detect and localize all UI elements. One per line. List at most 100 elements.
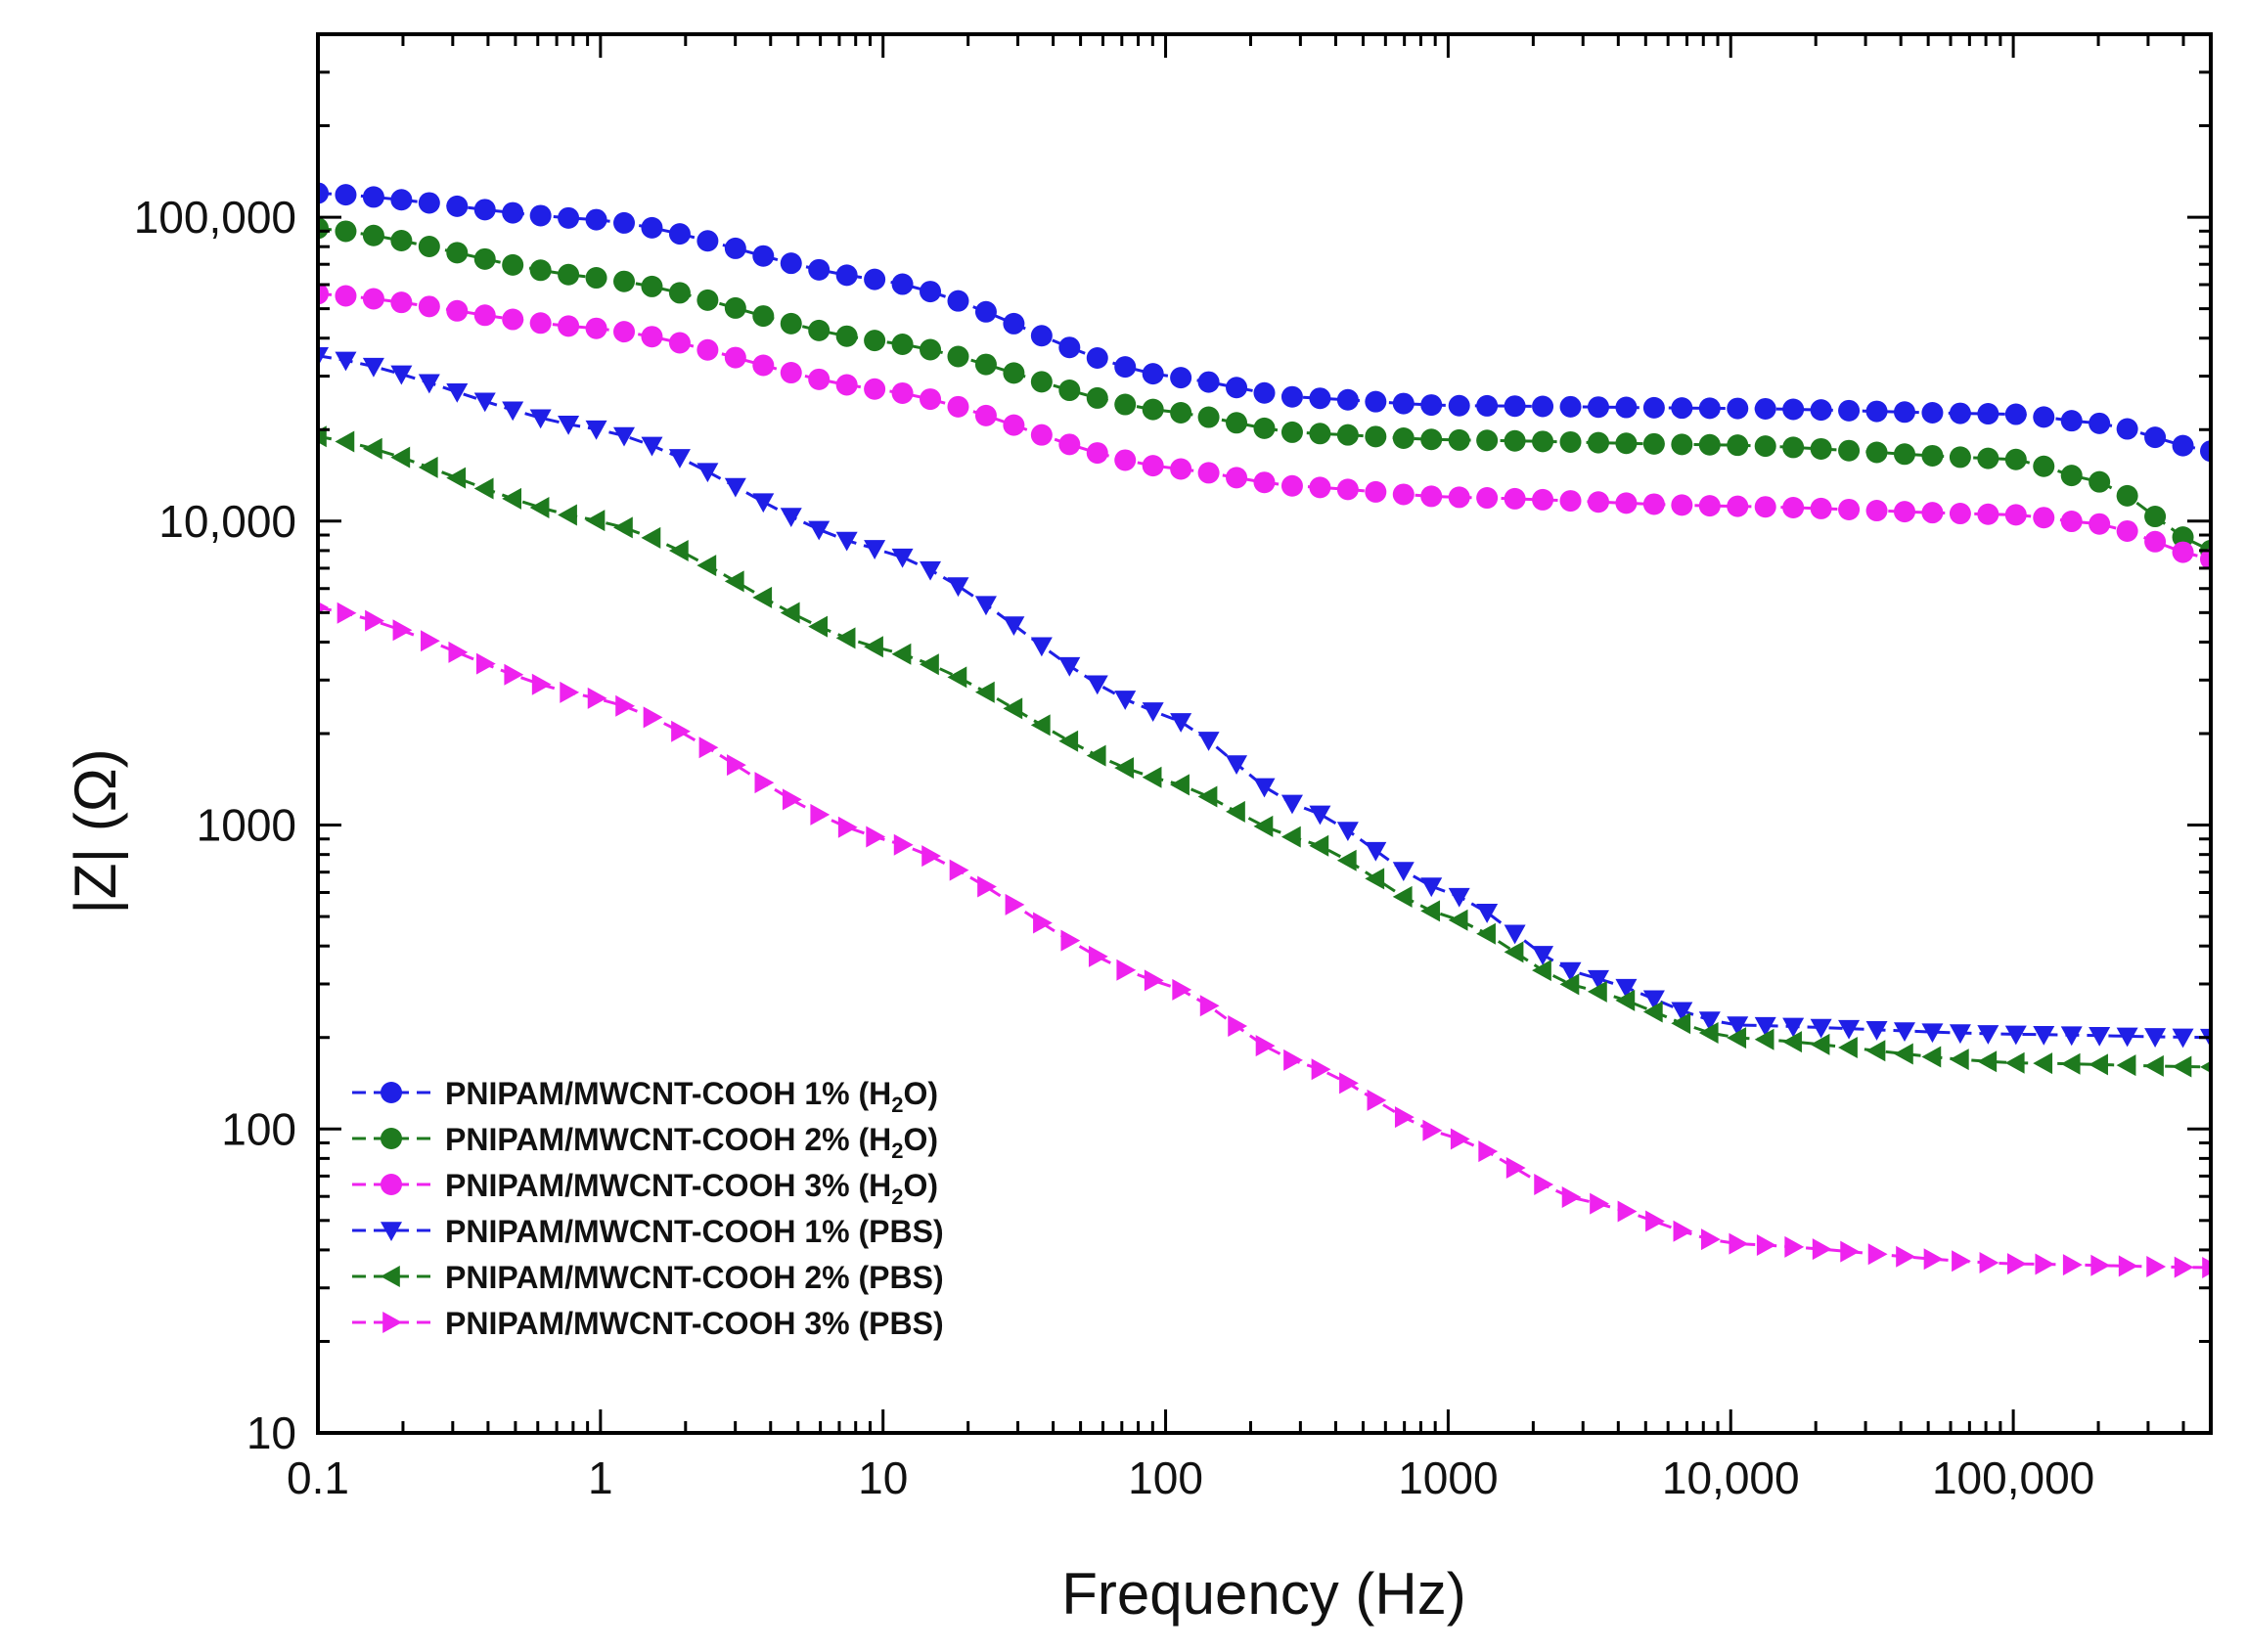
x-tick-label: 100,000 <box>1932 1452 2094 1503</box>
data-point <box>1392 426 1415 449</box>
data-point <box>1671 1002 1693 1022</box>
legend-label: PNIPAM/MWCNT-COOH 1% (H2O) <box>445 1076 938 1117</box>
data-point <box>671 720 691 742</box>
y-tick-label: 100,000 <box>134 192 296 243</box>
data-point <box>1867 1243 1888 1266</box>
data-point <box>1977 1025 1999 1045</box>
data-point <box>1420 394 1443 417</box>
data-point <box>1534 1174 1554 1196</box>
legend-item-1: PNIPAM/MWCNT-COOH 1% (H2O) <box>352 1076 938 1117</box>
data-point <box>1114 691 1137 710</box>
data-point <box>1671 494 1693 516</box>
data-point <box>392 619 413 642</box>
data-point <box>1921 444 1944 467</box>
data-point <box>1003 616 1025 637</box>
data-point <box>502 308 524 331</box>
data-point <box>1365 868 1385 890</box>
data-point <box>835 374 858 396</box>
data-point <box>1532 430 1554 453</box>
data-point <box>891 273 914 295</box>
data-point <box>1949 1049 1969 1071</box>
data-point <box>1698 1011 1721 1032</box>
data-point <box>1893 443 1915 466</box>
data-point <box>724 570 744 593</box>
data-point <box>864 636 883 658</box>
x-tick-label: 1000 <box>1398 1452 1498 1503</box>
legend-marker <box>381 1266 400 1287</box>
data-point <box>1893 1022 1915 1043</box>
data-point <box>1587 431 1609 454</box>
data-point <box>864 378 886 400</box>
series-6 <box>318 601 2211 1278</box>
data-point <box>335 430 355 453</box>
data-point <box>502 401 524 422</box>
data-point <box>2172 541 2194 563</box>
data-point <box>473 199 496 221</box>
data-point <box>1086 346 1108 369</box>
data-point <box>780 602 800 624</box>
data-point <box>1114 393 1137 416</box>
legend-marker <box>381 1174 402 1195</box>
data-point <box>318 217 329 240</box>
data-point <box>1754 397 1776 420</box>
data-point <box>1114 356 1137 379</box>
data-point <box>1197 732 1220 751</box>
data-point <box>1865 400 1888 423</box>
y-tick-label: 10 <box>247 1407 296 1458</box>
x-axis-title: Frequency (Hz) <box>1061 1561 1465 1627</box>
y-tick-label: 10,000 <box>158 496 296 547</box>
data-point <box>1642 990 1665 1010</box>
data-point <box>2144 1028 2167 1048</box>
data-point <box>1949 446 1971 469</box>
data-point <box>1280 421 1303 443</box>
data-point <box>1309 476 1331 499</box>
legend-marker <box>382 1312 402 1333</box>
data-point <box>1893 1043 1913 1065</box>
data-point <box>335 184 357 206</box>
data-point <box>418 456 438 478</box>
data-point <box>696 463 719 483</box>
data-point <box>2172 1055 2192 1078</box>
data-point <box>1058 730 1079 752</box>
data-point <box>2144 1054 2164 1077</box>
x-tick-label: 10,000 <box>1662 1452 1800 1503</box>
data-point <box>668 332 691 354</box>
data-point <box>1253 471 1276 494</box>
data-point <box>2004 1025 2027 1046</box>
legend-label-subscript: 2 <box>891 1184 903 1209</box>
data-point <box>2202 1256 2211 1278</box>
data-point <box>1450 1128 1470 1150</box>
data-point <box>1700 1228 1721 1251</box>
data-point <box>1030 714 1051 737</box>
data-point <box>2116 1027 2138 1048</box>
data-point <box>1949 402 1971 424</box>
data-point <box>446 467 467 489</box>
data-point <box>335 220 357 243</box>
data-point <box>641 436 663 457</box>
data-point <box>1727 1016 1749 1036</box>
data-point <box>1838 399 1861 422</box>
data-point <box>810 803 831 826</box>
data-point <box>1532 946 1554 965</box>
data-point <box>1367 1089 1387 1111</box>
data-point <box>1392 392 1415 415</box>
data-point <box>504 663 524 686</box>
data-point <box>1255 1035 1276 1057</box>
series-line <box>318 434 2211 1069</box>
data-point <box>613 426 636 447</box>
data-point <box>1280 474 1303 497</box>
data-point <box>1923 1248 1944 1271</box>
data-point <box>808 319 831 341</box>
data-point <box>2090 1254 2111 1276</box>
legend-item-6: PNIPAM/MWCNT-COOH 3% (PBS) <box>352 1306 944 1341</box>
data-point <box>1865 1040 1886 1062</box>
data-point <box>2172 526 2194 549</box>
data-point <box>1921 1046 1942 1068</box>
data-point <box>446 382 469 403</box>
data-point <box>1782 436 1805 459</box>
data-point <box>1476 922 1496 945</box>
data-point <box>585 317 607 339</box>
data-point <box>974 681 995 703</box>
x-tick-label: 100 <box>1128 1452 1203 1503</box>
